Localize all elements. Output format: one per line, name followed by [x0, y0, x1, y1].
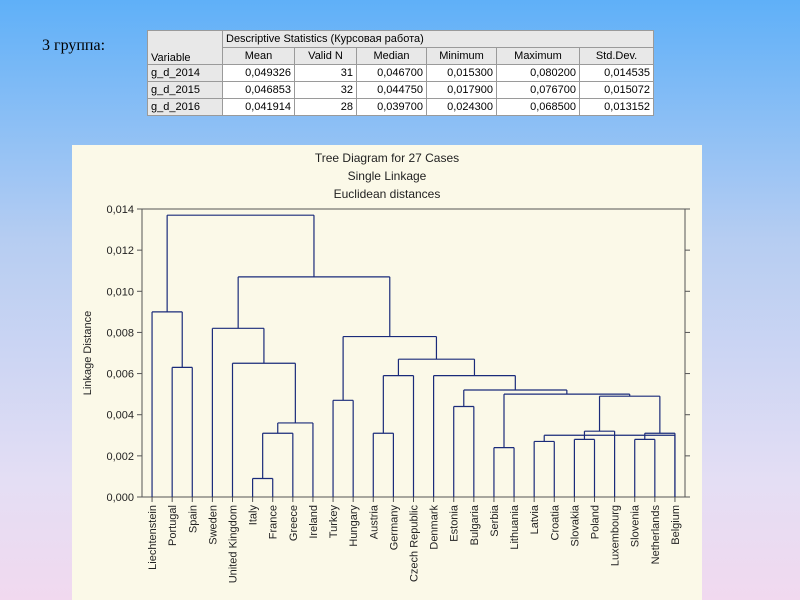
leaf-label: France — [268, 505, 280, 539]
table-cell: 0,046853 — [222, 81, 295, 99]
y-axis-label: Linkage Distance — [82, 311, 94, 395]
leaf-label: Estonia — [449, 504, 461, 542]
table-cell: 0,024300 — [426, 98, 497, 116]
dendrogram-panel: Tree Diagram for 27 Cases Single Linkage E… — [72, 145, 702, 600]
leaf-label: Austria — [368, 504, 380, 539]
leaf-label: Netherlands — [650, 505, 662, 565]
leaf-label: Hungary — [348, 505, 360, 547]
leaf-label: Greece — [288, 505, 300, 541]
column-header-row: Mean Valid N Median Minimum Maximum Std.… — [148, 47, 655, 65]
table-cell: 0,014535 — [578, 64, 655, 82]
y-tick-label: 0,004 — [106, 410, 134, 422]
row-label: g_d_2014 — [147, 64, 223, 82]
column-header: Valid N — [294, 47, 357, 65]
leaf-label: Italy — [248, 505, 260, 526]
y-tick-label: 0,008 — [106, 327, 134, 339]
y-tick-label: 0,012 — [106, 245, 134, 257]
table-cell: 0,013152 — [578, 98, 655, 116]
table-cell: 0,076700 — [496, 81, 580, 99]
column-header: Minimum — [426, 47, 497, 65]
leaf-label: Portugal — [167, 505, 179, 546]
row-label: g_d_2015 — [147, 81, 223, 99]
column-header: Mean — [222, 47, 295, 65]
leaf-label: Spain — [187, 505, 199, 533]
group-label: 3 группа: — [42, 37, 106, 54]
leaf-label: Slovenia — [630, 504, 642, 547]
dendrogram-chart: Tree Diagram for 27 Cases Single Linkage E… — [82, 151, 690, 583]
table-cell: 28 — [294, 98, 357, 116]
leaf-label: Serbia — [489, 504, 501, 537]
leaf-label: Lithuania — [509, 504, 521, 550]
table-title: Descriptive Statistics (Курсовая работа) — [221, 30, 655, 48]
leaf-label: Ireland — [308, 505, 320, 539]
leaf-label: Belgium — [670, 505, 682, 545]
table-cell: 31 — [294, 64, 357, 82]
table-row: g_d_2014 0,049326 31 0,046700 0,015300 0… — [147, 64, 655, 82]
table-cell: 0,041914 — [222, 98, 295, 116]
table-cell: 0,015300 — [426, 64, 497, 82]
leaf-label: Czech Republic — [409, 505, 421, 583]
column-header: Median — [356, 47, 427, 65]
table-row: g_d_2015 0,046853 32 0,044750 0,017900 0… — [147, 81, 655, 99]
leaf-label: Croatia — [549, 504, 561, 540]
table-cell: 0,080200 — [496, 64, 580, 82]
column-header: Std.Dev. — [578, 47, 655, 65]
leaf-label: Sweden — [207, 505, 219, 545]
table-cell: 0,044750 — [356, 81, 427, 99]
leaf-label: Germany — [388, 505, 400, 551]
leaf-label: Liechtenstein — [147, 505, 159, 570]
chart-title-line: Single Linkage — [348, 169, 427, 183]
y-tick-label: 0,006 — [106, 369, 134, 381]
column-header: Maximum — [496, 47, 580, 65]
table-cell: 0,039700 — [356, 98, 427, 116]
table-cell: 0,017900 — [426, 81, 497, 99]
y-tick-label: 0,000 — [106, 492, 134, 504]
leaf-label: Denmark — [429, 505, 441, 550]
table-cell: 0,068500 — [496, 98, 580, 116]
y-tick-label: 0,002 — [106, 451, 134, 463]
table-cell: 0,049326 — [222, 64, 295, 82]
y-tick-label: 0,014 — [106, 204, 134, 216]
leaf-label: Poland — [590, 505, 602, 539]
chart-title-line: Tree Diagram for 27 Cases — [315, 151, 459, 165]
chart-title-line: Euclidean distances — [334, 187, 441, 201]
descriptive-statistics-table: Variable Descriptive Statistics (Курсова… — [147, 30, 655, 116]
leaf-label: Bulgaria — [469, 504, 481, 545]
table-row: g_d_2016 0,041914 28 0,039700 0,024300 0… — [147, 98, 655, 116]
leaf-label: United Kingdom — [228, 505, 240, 583]
table-cell: 0,046700 — [356, 64, 427, 82]
table-cell: 0,015072 — [578, 81, 655, 99]
variable-header: Variable — [147, 30, 223, 65]
leaf-label: Slovakia — [569, 504, 581, 546]
leaf-label: Luxembourg — [610, 505, 622, 566]
leaf-label: Latvia — [529, 504, 541, 534]
leaf-label: Turkey — [328, 505, 340, 539]
y-tick-label: 0,010 — [106, 286, 134, 298]
row-label: g_d_2016 — [147, 98, 223, 116]
table-cell: 32 — [294, 81, 357, 99]
